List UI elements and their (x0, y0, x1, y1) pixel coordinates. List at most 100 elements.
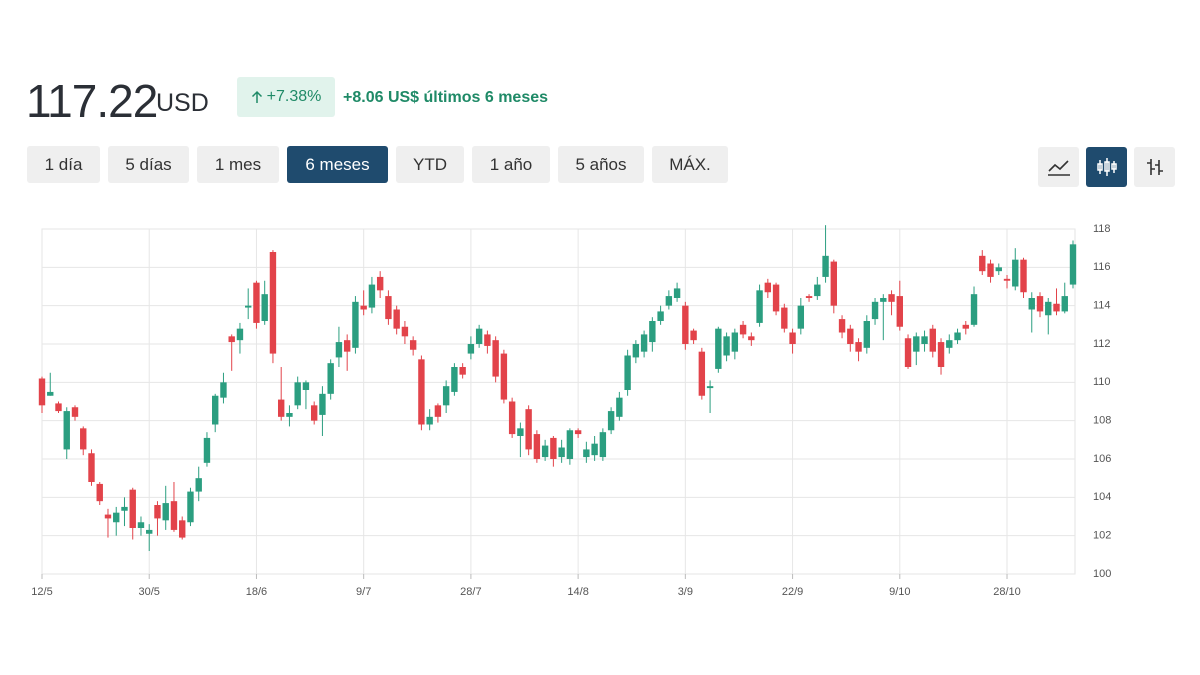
candle-body (409, 340, 417, 350)
range-button[interactable]: MÁX. (652, 146, 728, 183)
y-tick-label: 114 (1093, 300, 1111, 312)
candle-body (904, 338, 912, 367)
candle-body (715, 328, 722, 369)
range-button[interactable]: YTD (396, 146, 464, 183)
candle-body (838, 319, 846, 333)
range-button[interactable]: 1 mes (197, 146, 279, 183)
range-button[interactable]: 5 días (108, 146, 189, 183)
candle-body (937, 342, 945, 367)
candle-chart-button[interactable] (1086, 147, 1127, 187)
candle-body (467, 344, 475, 354)
plot-frame (41, 228, 1076, 575)
candle-body (261, 294, 268, 321)
candle-body (533, 434, 541, 459)
candle-body (195, 478, 202, 492)
candle-body (632, 344, 640, 358)
candle-body (253, 282, 260, 323)
range-button[interactable]: 6 meses (287, 146, 388, 183)
candle-body (162, 503, 169, 521)
candle-body (269, 252, 277, 354)
candle-body (1003, 278, 1011, 281)
candle-body (772, 284, 780, 312)
candle-body (113, 512, 120, 523)
candle-body (789, 332, 796, 344)
candle-body (401, 326, 409, 337)
candle-body (368, 284, 376, 308)
candle-body (1036, 296, 1044, 312)
range-button[interactable]: 1 día (27, 146, 100, 183)
candle-body (187, 491, 194, 523)
candle-body (987, 263, 994, 277)
candle-body (459, 367, 466, 375)
candle-body (434, 405, 442, 417)
y-tick-label: 108 (1093, 415, 1111, 427)
candle-body (525, 409, 532, 450)
x-tick-label: 18/6 (246, 586, 267, 598)
candle-body (55, 403, 62, 412)
x-tick-label: 22/9 (782, 586, 803, 598)
candle-body (451, 367, 458, 392)
candle-body (665, 296, 673, 306)
candle-body (731, 332, 739, 352)
candle-body (583, 449, 590, 458)
candle-body (104, 514, 112, 519)
candle-body (1012, 259, 1019, 287)
y-tick-label: 106 (1093, 453, 1111, 465)
candle-body (921, 336, 928, 344)
candle-body (442, 386, 450, 406)
candle-body (129, 489, 136, 528)
candle-body (179, 520, 186, 538)
x-tick-label: 28/7 (460, 586, 481, 598)
candle-body (995, 267, 1002, 272)
candle-body (96, 483, 103, 502)
candle-body (343, 340, 351, 352)
candle-body (360, 305, 367, 310)
x-tick-label: 3/9 (678, 586, 693, 598)
candle-body (277, 399, 285, 417)
x-tick-label: 28/10 (993, 586, 1021, 598)
candle-body (492, 340, 499, 377)
candle-body (913, 336, 920, 352)
candle-body (739, 324, 747, 335)
candle-body (946, 340, 953, 348)
candle-body (640, 334, 648, 352)
candle-body (385, 296, 392, 320)
candle-body (558, 447, 565, 458)
candle-body (723, 336, 730, 356)
x-tick-label: 14/8 (567, 586, 588, 598)
candle-body (962, 324, 969, 329)
candle-body (286, 413, 293, 417)
candle-body (607, 411, 615, 431)
candle-body (805, 296, 813, 298)
candle-body (706, 386, 714, 389)
line-chart-button[interactable] (1038, 147, 1079, 187)
candle-body (146, 529, 153, 534)
candle-body (748, 336, 755, 341)
candle-body (1020, 259, 1027, 293)
candle-body (310, 405, 318, 421)
candle-body (236, 328, 244, 341)
candle-body (682, 305, 689, 344)
candle-body (302, 382, 310, 390)
candle-body (80, 428, 87, 450)
candle-body (500, 353, 508, 400)
candle-body (954, 332, 961, 341)
candle-body (624, 355, 631, 390)
currency: USD (156, 89, 209, 117)
candle-body (673, 288, 681, 298)
candle-body (63, 411, 70, 450)
candle-body (657, 311, 664, 321)
candle-body (599, 432, 607, 458)
candle-body (352, 301, 359, 348)
candle-body (418, 359, 425, 425)
range-button[interactable]: 5 años (558, 146, 644, 183)
price: 117.22 (26, 75, 158, 127)
candle-body (929, 328, 936, 352)
candle-body (566, 430, 574, 459)
change-abs-wrap: +8.06 US$ últimos 6 meses (343, 89, 548, 107)
candle-body (1053, 303, 1060, 312)
ohlc-chart-button[interactable] (1134, 147, 1175, 187)
range-button[interactable]: 1 año (472, 146, 550, 183)
candle-body (550, 437, 557, 459)
